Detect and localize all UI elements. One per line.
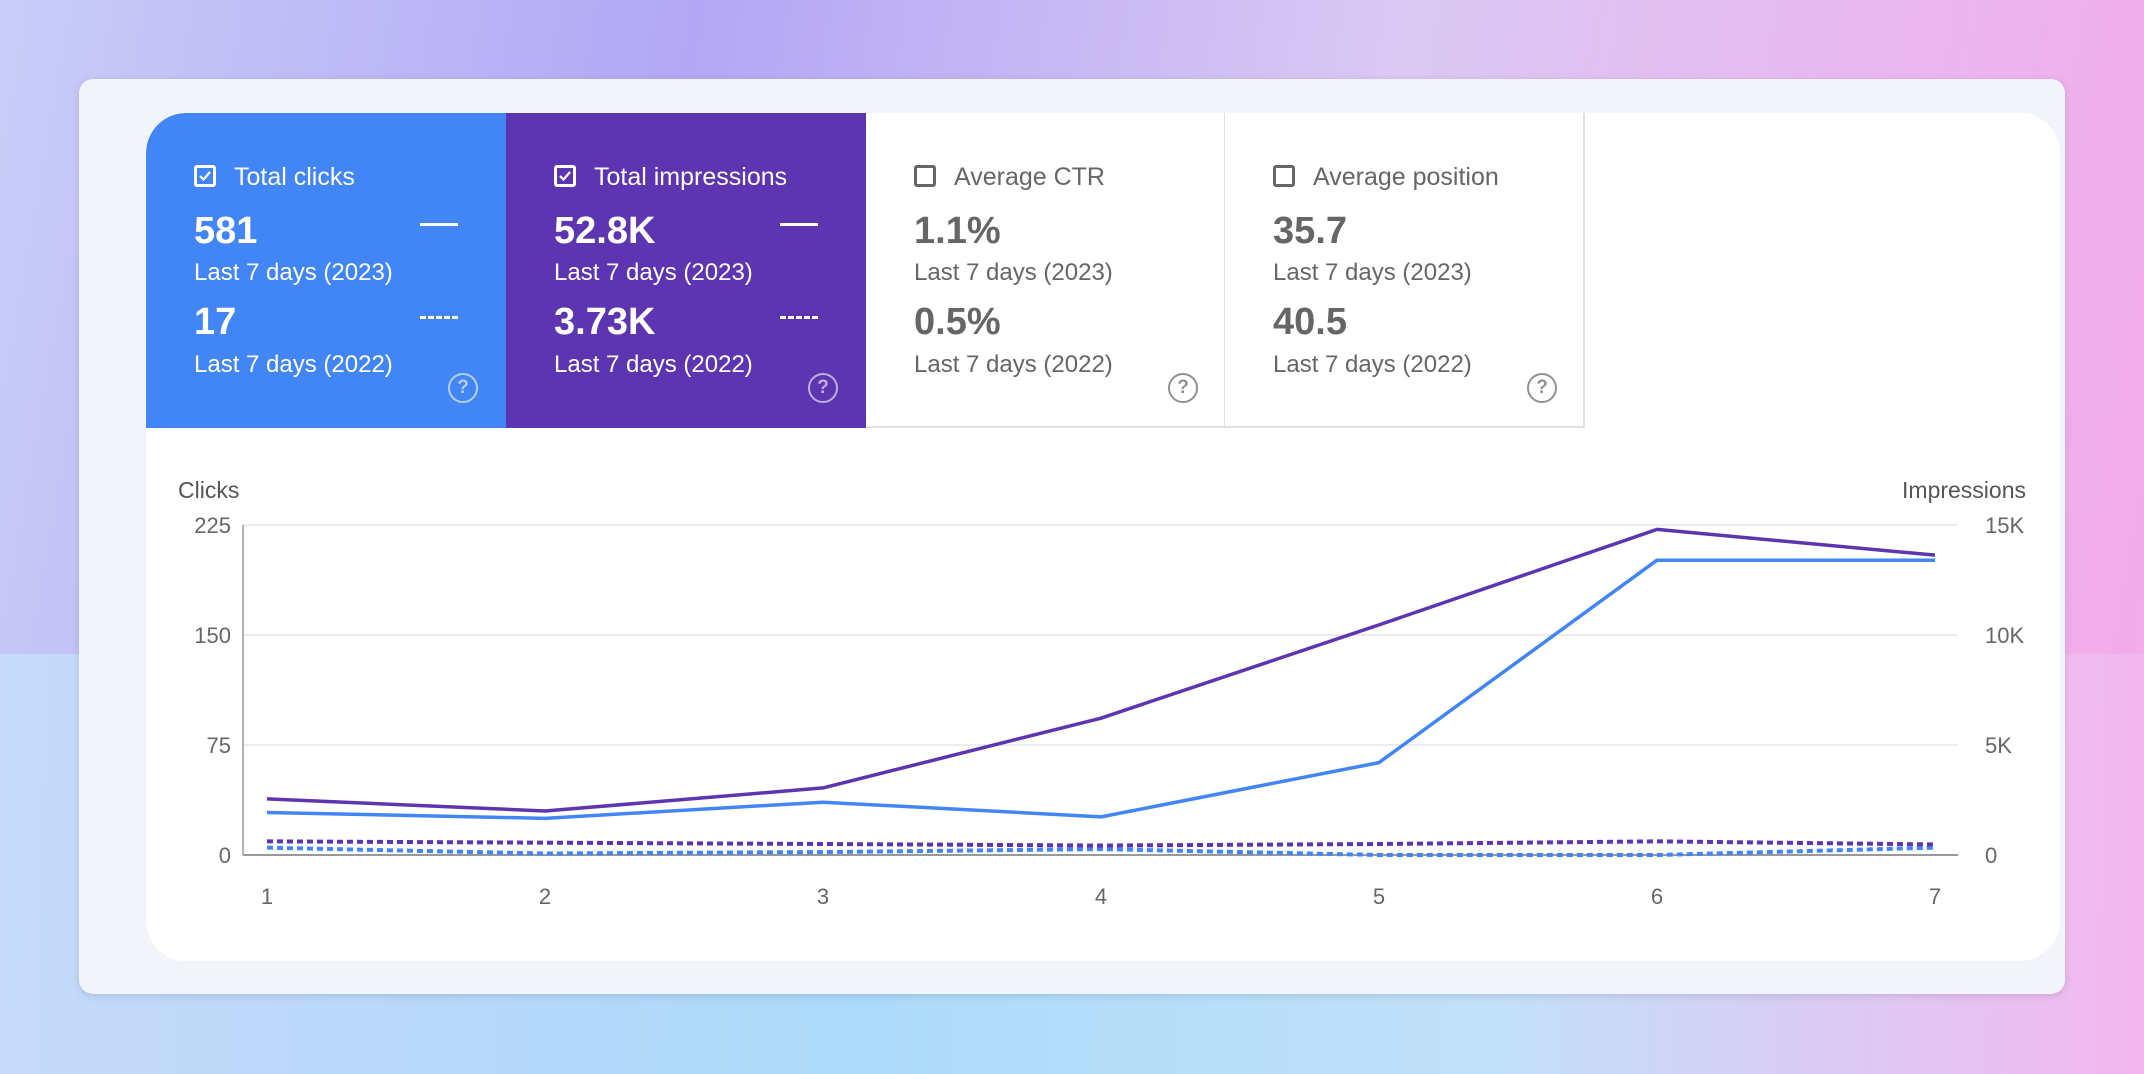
metric-card-total-clicks[interactable]: Total clicks 581 Last 7 days (2023) 17 L… [146,113,506,428]
metric-current-value: 35.7 [1273,210,1347,252]
metric-previous-label: Last 7 days (2022) [194,351,393,378]
metric-title: Average CTR [954,163,1105,191]
dashed-line-legend-icon [780,316,818,319]
solid-line-legend-icon [780,223,818,226]
check-icon [559,171,571,182]
metric-card-total-impressions[interactable]: Total impressions 52.8K Last 7 days (202… [506,113,866,428]
help-icon[interactable]: ? [808,373,838,403]
right-tick-label: 0 [1985,843,1997,868]
left-tick-label: 75 [207,733,231,758]
solid-line-legend-icon [420,223,458,226]
checkbox-checked[interactable] [554,165,576,187]
performance-card: Total clicks 581 Last 7 days (2023) 17 L… [146,113,2060,961]
x-tick-label: 6 [1651,884,1663,909]
x-tick-label: 2 [539,884,551,909]
dashed-line-legend-icon [420,316,458,319]
metric-current-value: 581 [194,210,258,252]
left-axis-title: Clicks [178,477,240,503]
help-icon[interactable]: ? [1527,373,1557,403]
metric-current-label: Last 7 days (2023) [194,259,393,286]
x-tick-label: 3 [817,884,829,909]
left-tick-label: 150 [194,623,231,648]
checkbox-checked[interactable] [194,165,216,187]
left-tick-label: 225 [194,513,231,538]
left-tick-label: 0 [219,843,231,868]
series-line-total-impressions-2022 [266,839,1936,848]
metric-title: Total clicks [234,163,355,191]
help-icon[interactable]: ? [1168,373,1198,403]
metric-title: Average position [1313,163,1499,191]
x-tick-label: 5 [1373,884,1385,909]
metric-current-label: Last 7 days (2023) [914,259,1113,286]
metric-card-average-ctr[interactable]: Average CTR 1.1% Last 7 days (2023) 0.5%… [866,113,1226,428]
metric-previous-label: Last 7 days (2022) [1273,351,1472,378]
metric-previous-label: Last 7 days (2022) [554,351,753,378]
right-tick-label: 10K [1985,623,2024,648]
metric-previous-value: 0.5% [914,301,1001,343]
metric-previous-value: 3.73K [554,301,656,343]
checkbox-unchecked[interactable] [914,165,936,187]
x-tick-label: 1 [261,884,273,909]
x-tick-label: 4 [1095,884,1107,909]
right-tick-label: 5K [1985,733,2012,758]
metric-current-value: 52.8K [554,210,656,252]
metric-current-label: Last 7 days (2023) [554,259,753,286]
metric-previous-value: 17 [194,301,237,343]
series-line-total-impressions-2023 [266,527,1936,813]
check-icon [199,171,211,182]
right-axis-title: Impressions [1902,477,2026,503]
x-tick-label: 7 [1929,884,1941,909]
metric-current-label: Last 7 days (2023) [1273,259,1472,286]
checkbox-unchecked[interactable] [1273,165,1295,187]
metric-current-value: 1.1% [914,210,1001,252]
right-tick-label: 15K [1985,513,2024,538]
help-icon[interactable]: ? [448,373,478,403]
series-line-total-clicks-2022 [266,845,1936,857]
metric-previous-value: 40.5 [1273,301,1347,343]
metric-title: Total impressions [594,163,788,191]
metric-card-average-position[interactable]: Average position 35.7 Last 7 days (2023)… [1225,113,1585,428]
series-line-total-clicks-2023 [266,558,1935,821]
metric-previous-label: Last 7 days (2022) [914,351,1113,378]
